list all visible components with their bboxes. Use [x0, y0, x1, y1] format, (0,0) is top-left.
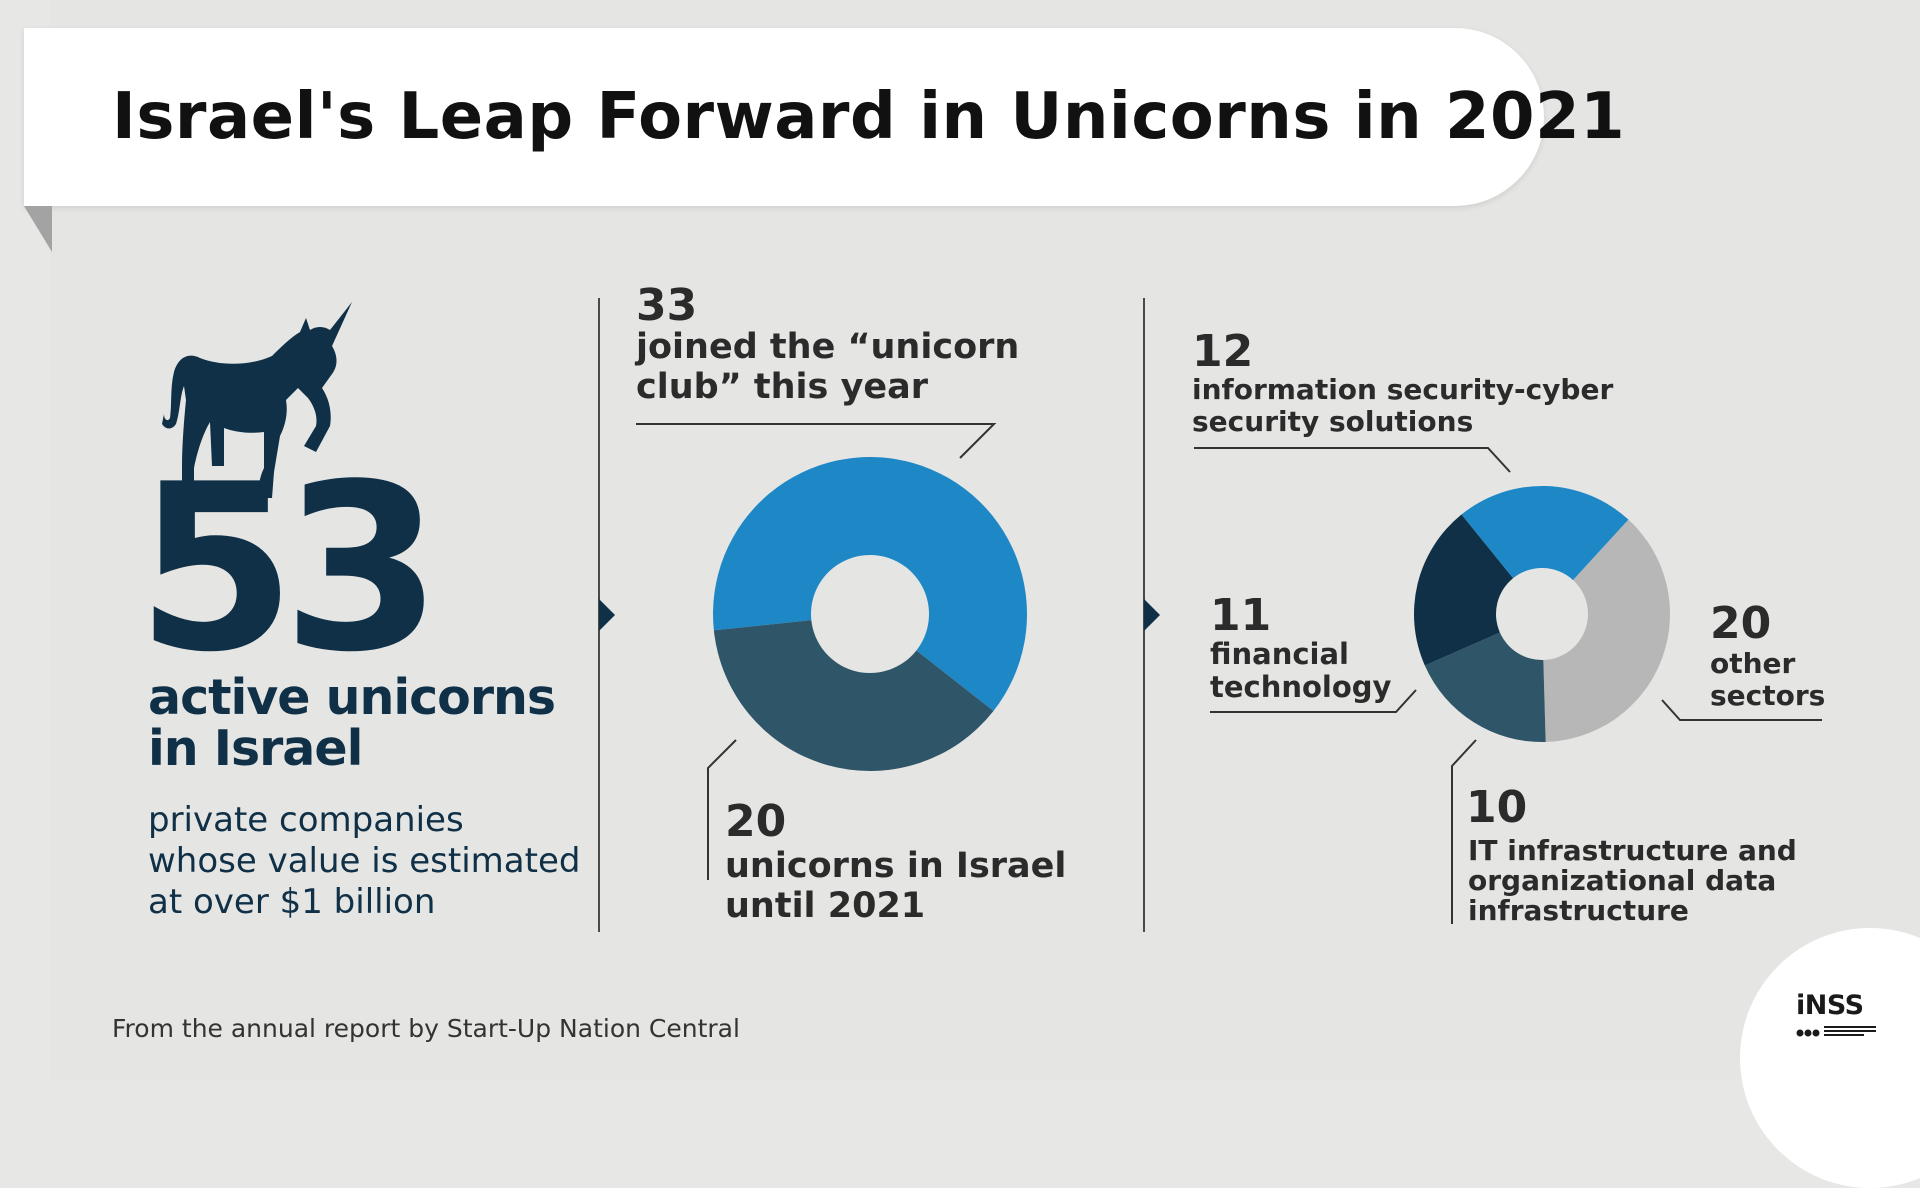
sectors-slice-2	[1424, 632, 1546, 742]
total-unicorns-heading: active unicorns in Israel	[148, 669, 556, 778]
until-2021-number: 20	[725, 796, 787, 847]
fintech-label: financial technology	[1210, 637, 1392, 704]
leader-line-joined	[636, 423, 997, 459]
fintech-number: 11	[1210, 590, 1272, 641]
other-label: other sectors	[1710, 647, 1826, 712]
divider-right-arrow	[1144, 599, 1160, 631]
source-note: From the annual report by Start-Up Natio…	[112, 1014, 740, 1043]
divider-right	[1143, 298, 1145, 932]
leader-line-other	[1661, 699, 1822, 721]
other-number: 20	[1710, 598, 1772, 649]
new-unicorns-slice-1	[713, 620, 994, 772]
until-2021-label: unicorns in Israel until 2021	[725, 846, 1067, 926]
joined-label: joined the “unicorn club” this year	[636, 327, 1020, 407]
cyber-label: information security-cyber security solu…	[1192, 373, 1614, 438]
leader-line-it	[1451, 739, 1477, 924]
donut-chart-new-unicorns	[636, 423, 1027, 880]
inss-logo: iNSS	[1796, 990, 1864, 1021]
divider-left-arrow	[599, 599, 615, 631]
inss-logo-mark	[1796, 1026, 1876, 1037]
it-label: IT infrastructure and organizational dat…	[1468, 834, 1797, 928]
title-banner	[24, 28, 1544, 206]
cyber-number: 12	[1192, 326, 1254, 377]
new-unicorns-slice-0	[713, 457, 1027, 711]
banner-fold	[24, 206, 52, 252]
donut-chart-sectors	[1194, 447, 1822, 924]
sectors-slice-0	[1461, 486, 1629, 581]
page-title: Israel's Leap Forward in Unicorns in 202…	[112, 80, 1626, 154]
sectors-slice-3	[1414, 514, 1514, 666]
it-number: 10	[1466, 782, 1528, 833]
joined-number: 33	[636, 280, 698, 331]
total-unicorns-description: private companies whose value is estimat…	[148, 800, 581, 922]
total-unicorns-number: 53	[136, 436, 442, 703]
leader-line-fintech	[1210, 689, 1417, 713]
sectors-slice-1	[1543, 519, 1670, 742]
divider-left	[598, 298, 600, 932]
leader-line-cyber	[1194, 447, 1511, 473]
unicorn-icon	[162, 302, 352, 498]
leader-line-until-2021	[707, 739, 737, 880]
